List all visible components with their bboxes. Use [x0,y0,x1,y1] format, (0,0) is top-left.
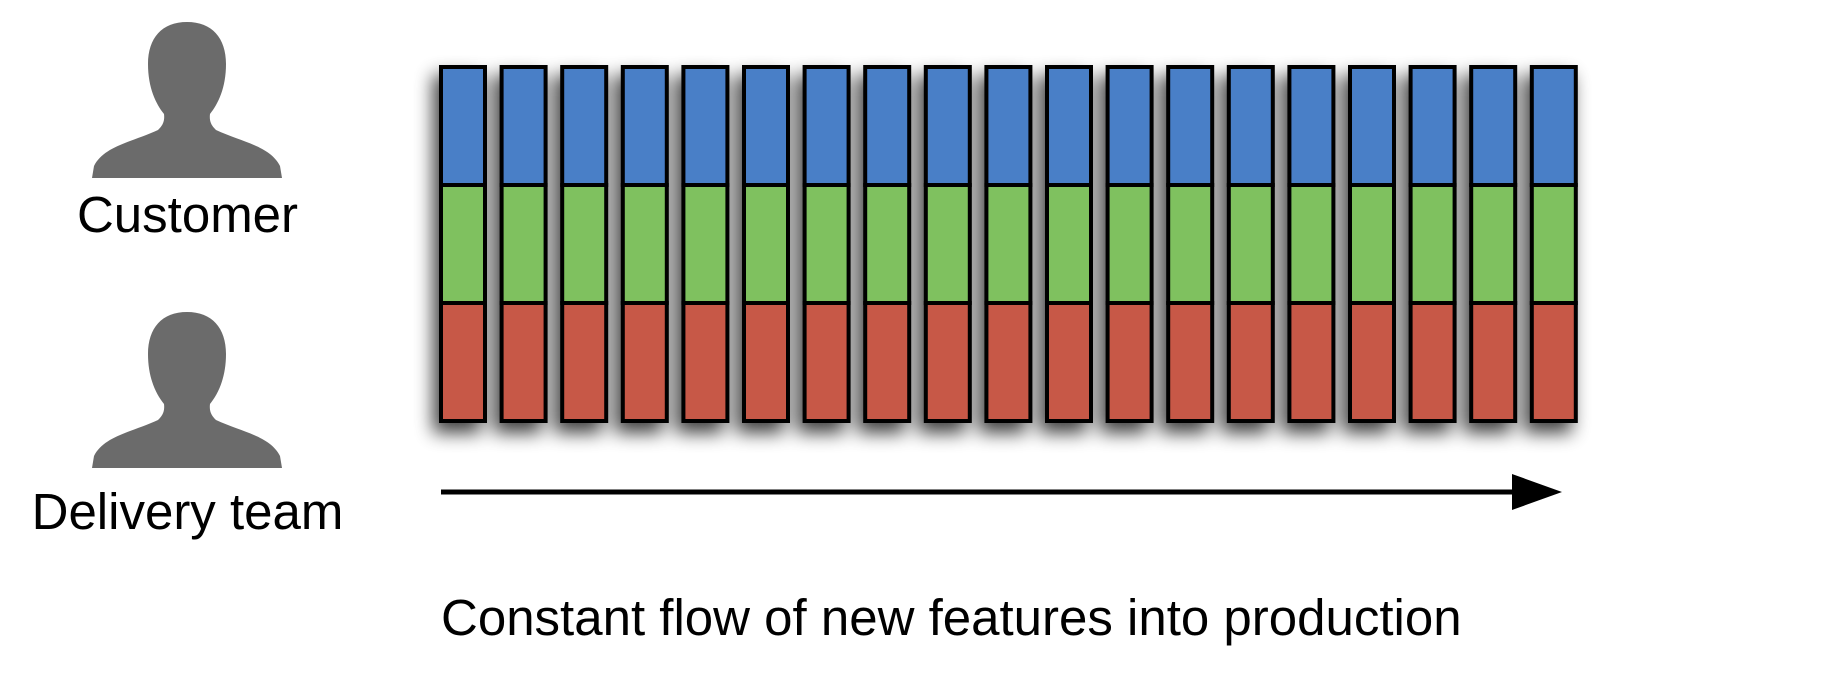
feature-segment-red [681,301,730,423]
customer-person-icon [92,18,282,178]
feature-segment-blue [1469,65,1518,187]
feature-segment-green [620,183,669,305]
feature-column [984,65,1033,423]
feature-segment-green [923,183,972,305]
feature-segment-blue [863,65,912,187]
feature-segment-red [923,301,972,423]
feature-column [1105,65,1154,423]
feature-column [439,65,487,423]
delivery-team-person-icon [92,308,282,468]
feature-column [802,65,851,423]
feature-segment-green [802,183,851,305]
feature-segment-green [1469,183,1518,305]
feature-column [1226,65,1275,423]
feature-segment-green [1529,183,1578,305]
feature-column [1166,65,1215,423]
feature-segment-blue [1287,65,1336,187]
feature-segment-red [499,301,548,423]
feature-segment-blue [1105,65,1154,187]
feature-segment-blue [923,65,972,187]
feature-column [681,65,730,423]
feature-column [1045,65,1093,423]
feature-column [1348,65,1396,423]
feature-column [1408,65,1457,423]
flow-caption: Constant flow of new features into produ… [441,589,1462,646]
feature-segment-red [560,301,609,423]
feature-column [742,65,790,423]
feature-segment-green [1166,183,1215,305]
feature-segment-blue [439,65,487,187]
feature-column [1469,65,1518,423]
feature-segment-green [1408,183,1457,305]
feature-segment-green [499,183,548,305]
feature-segment-red [439,301,487,423]
feature-segment-red [802,301,851,423]
feature-column [620,65,669,423]
feature-segment-blue [681,65,730,187]
feature-column [863,65,912,423]
feature-column [923,65,972,423]
feature-segment-green [863,183,912,305]
feature-segment-blue [1166,65,1215,187]
feature-segment-red [863,301,912,423]
feature-segment-blue [742,65,790,187]
feature-segment-red [1529,301,1578,423]
feature-segment-red [1469,301,1518,423]
feature-segment-green [1226,183,1275,305]
feature-segment-red [1348,301,1396,423]
feature-segment-blue [1529,65,1578,187]
feature-column [1287,65,1336,423]
feature-segment-red [1045,301,1093,423]
feature-segment-red [742,301,790,423]
delivery-team-label: Delivery team [31,483,344,540]
feature-segment-green [984,183,1033,305]
feature-segment-green [560,183,609,305]
feature-segment-green [1287,183,1336,305]
feature-segment-red [1105,301,1154,423]
feature-column [1529,65,1578,423]
feature-segment-green [439,183,487,305]
feature-segment-red [1287,301,1336,423]
feature-segment-green [1045,183,1093,305]
feature-segment-blue [984,65,1033,187]
feature-segment-blue [802,65,851,187]
feature-segment-blue [560,65,609,187]
feature-column [560,65,609,423]
feature-segment-blue [620,65,669,187]
feature-segment-red [1226,301,1275,423]
feature-segment-green [681,183,730,305]
feature-segment-green [1105,183,1154,305]
feature-segment-red [1166,301,1215,423]
feature-segment-blue [499,65,548,187]
feature-segment-blue [1408,65,1457,187]
feature-segment-red [1408,301,1457,423]
feature-column [499,65,548,423]
feature-segment-blue [1226,65,1275,187]
feature-segment-blue [1348,65,1396,187]
flow-arrow [441,474,1562,510]
feature-segment-green [1348,183,1396,305]
feature-segment-green [742,183,790,305]
feature-segment-red [984,301,1033,423]
customer-label: Customer [76,186,299,243]
feature-segment-red [620,301,669,423]
feature-segment-blue [1045,65,1093,187]
